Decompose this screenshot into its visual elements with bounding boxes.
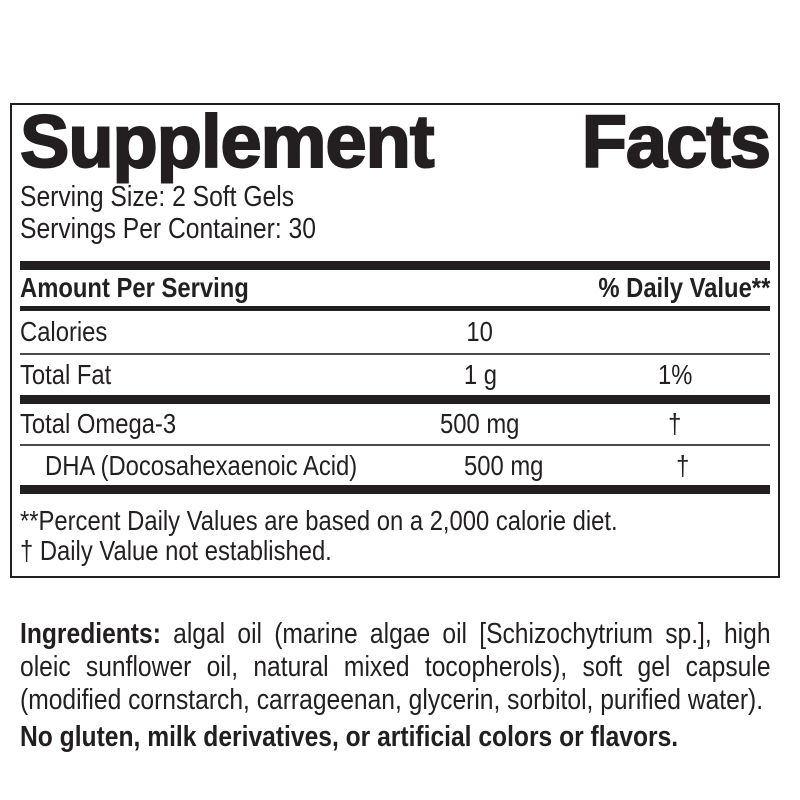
nutrient-name: DHA (Docosahexaenoic Acid) <box>45 449 358 481</box>
divider-thick-bottom <box>20 485 770 494</box>
servings-per-container-line: Servings Per Container: 30 <box>20 213 770 245</box>
nutrient-amount: 500 mg <box>464 449 544 481</box>
supplement-facts-panel: Supplement Facts Serving Size: 2 Soft Ge… <box>10 103 780 578</box>
panel-title-word-facts: Facts <box>581 100 772 183</box>
footnote-dagger-text: † Daily Value not established. <box>20 535 332 566</box>
nutrient-name: Total Fat <box>20 359 112 390</box>
nutrient-dv: † <box>668 408 682 439</box>
nutrient-name: Total Omega-3 <box>20 408 177 439</box>
serving-info: Serving Size: 2 Soft Gels Servings Per C… <box>20 181 770 245</box>
table-row-dha: DHA (Docosahexaenoic Acid) 500 mg † <box>20 446 770 485</box>
nutrient-dv-cell <box>580 316 770 348</box>
divider-hairline-1 <box>20 353 770 355</box>
amount-per-serving-heading: Amount Per Serving <box>20 272 249 303</box>
servings-per-container-text: Servings Per Container: 30 <box>20 213 316 245</box>
table-row-calories: Calories 10 <box>20 311 770 353</box>
table-row-total-fat: Total Fat 1 g 1% <box>20 355 770 395</box>
nutrient-name-cell: Total Fat <box>20 359 380 391</box>
nutrient-dv-cell: † <box>580 408 770 440</box>
allergen-statement: No gluten, milk derivatives, or artifici… <box>20 721 679 753</box>
ingredients-text: algal oil (marine algae oil [Schizochytr… <box>20 618 771 716</box>
footnote-percent-dv-text: **Percent Daily Values are based on a 2,… <box>20 505 618 536</box>
nutrient-dv: 1% <box>657 359 693 390</box>
ingredients-paragraph: Ingredients: algal oil (marine algae oil… <box>20 618 771 717</box>
nutrient-amount-cell: 500 mg <box>380 408 580 440</box>
nutrient-name-cell: Calories <box>20 316 380 348</box>
daily-value-heading: % Daily Value** <box>598 272 770 303</box>
panel-title-word-supplement: Supplement <box>19 100 435 183</box>
nutrient-amount: 10 <box>466 316 494 347</box>
nutrient-amount-cell: 10 <box>380 316 580 348</box>
serving-size-line: Serving Size: 2 Soft Gels <box>20 181 770 213</box>
footnote-percent-dv: **Percent Daily Values are based on a 2,… <box>20 506 770 536</box>
footnote-dagger: † Daily Value not established. <box>20 536 770 566</box>
panel-title: Supplement Facts <box>19 100 772 183</box>
nutrient-dv: † <box>676 449 690 481</box>
divider-thick-top <box>20 261 770 270</box>
nutrient-name: Calories <box>20 316 108 347</box>
serving-size-text: Serving Size: 2 Soft Gels <box>20 181 295 213</box>
table-row-total-omega3: Total Omega-3 500 mg † <box>20 404 770 444</box>
nutrient-dv-cell: † <box>596 450 770 482</box>
table-header-row: Amount Per Serving % Daily Value** <box>20 270 770 311</box>
footnotes: **Percent Daily Values are based on a 2,… <box>20 494 770 566</box>
nutrient-amount-cell: 500 mg <box>412 450 595 482</box>
nutrient-name-cell: Total Omega-3 <box>20 408 380 440</box>
divider-hairline-2 <box>20 444 770 446</box>
ingredients-label: Ingredients: <box>20 618 161 650</box>
nutrient-amount-cell: 1 g <box>380 359 580 391</box>
nutrient-amount: 1 g <box>463 359 497 390</box>
nutrient-name-cell: DHA (Docosahexaenoic Acid) <box>20 450 412 482</box>
divider-thick-middle <box>20 395 770 404</box>
nutrient-amount: 500 mg <box>440 408 520 439</box>
nutrient-dv-cell: 1% <box>580 359 770 391</box>
